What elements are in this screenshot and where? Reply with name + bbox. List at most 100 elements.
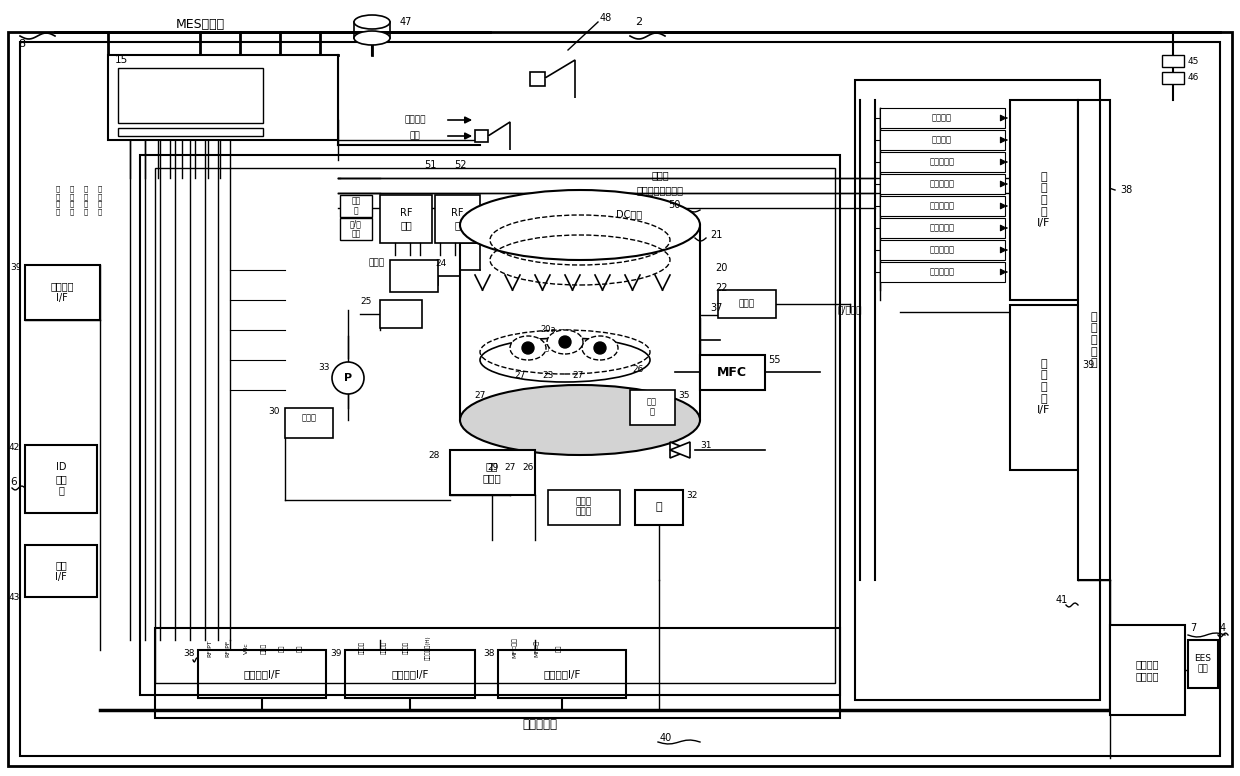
Text: RF-PF: RF-PF	[226, 639, 231, 656]
Text: 35: 35	[678, 390, 689, 400]
Text: 45: 45	[1188, 57, 1199, 65]
Bar	[285, 408, 334, 438]
Bar	[880, 262, 1004, 282]
Text: MFC: MFC	[717, 365, 746, 379]
Text: 38: 38	[1120, 185, 1132, 195]
Text: 编写打开: 编写打开	[403, 642, 409, 654]
Bar	[379, 195, 432, 243]
Text: 50: 50	[668, 200, 681, 210]
Text: 数字输入
I/F: 数字输入 I/F	[51, 281, 73, 303]
Text: 24: 24	[435, 258, 446, 268]
Text: 泵: 泵	[656, 502, 662, 512]
Text: 25: 25	[361, 297, 372, 307]
Bar	[25, 265, 100, 320]
Text: DC电源: DC电源	[616, 209, 642, 219]
Text: 电压监视器: 电压监视器	[930, 179, 955, 189]
Bar	[595, 200, 663, 228]
Text: 模拟输入I/F: 模拟输入I/F	[543, 669, 580, 679]
Bar	[25, 445, 97, 513]
Bar	[1162, 72, 1184, 84]
Text: 功
率
监
控: 功 率 监 控	[98, 185, 102, 215]
Ellipse shape	[582, 336, 618, 360]
Bar	[379, 300, 422, 328]
Polygon shape	[546, 60, 575, 98]
Text: 变换器: 变换器	[368, 258, 384, 268]
Text: 数
据
记
录: 数 据 记 录	[69, 185, 74, 215]
Ellipse shape	[547, 330, 583, 354]
Text: 20: 20	[715, 263, 728, 273]
Bar	[498, 650, 626, 698]
Bar	[630, 390, 675, 425]
Text: 提示
值: 提示 值	[351, 196, 361, 216]
Text: 工序完成: 工序完成	[404, 116, 425, 124]
Text: 高压力: 高压力	[262, 643, 267, 653]
Text: 通/断信号: 通/断信号	[838, 306, 862, 314]
Text: 8: 8	[19, 39, 25, 49]
Bar	[108, 55, 339, 140]
Text: 控制: 控制	[557, 644, 562, 652]
Text: RF
机: RF 机	[451, 208, 464, 230]
Bar	[140, 155, 839, 695]
Text: 提
示
信
号: 提 示 信 号	[84, 185, 88, 215]
Bar	[856, 80, 1100, 700]
Text: 27: 27	[475, 390, 486, 400]
Bar	[880, 152, 1004, 172]
Text: 功
率
监
控: 功 率 监 控	[56, 185, 60, 215]
Bar	[118, 68, 263, 123]
Text: 闸门打开: 闸门打开	[360, 642, 365, 654]
Bar	[718, 290, 776, 318]
Text: 设定值
监视器: 设定值 监视器	[575, 497, 591, 517]
Bar	[635, 490, 683, 525]
Text: 38: 38	[184, 649, 195, 657]
Ellipse shape	[353, 15, 391, 29]
Text: 工序数据
采集装置: 工序数据 采集装置	[1136, 659, 1158, 681]
Text: RF-PT: RF-PT	[207, 639, 212, 656]
Text: 51: 51	[424, 160, 436, 170]
Text: EES
网络: EES 网络	[1194, 654, 1211, 674]
Polygon shape	[489, 122, 510, 150]
Text: 放大器: 放大器	[739, 300, 755, 309]
Text: 41: 41	[1055, 595, 1068, 605]
Text: 43: 43	[9, 594, 20, 602]
Ellipse shape	[460, 385, 701, 455]
Bar	[391, 260, 438, 292]
Text: 电流设定值: 电流设定值	[930, 268, 955, 276]
Bar	[548, 490, 620, 525]
Bar	[880, 240, 1004, 260]
Text: 功率设定值: 功率设定值	[930, 223, 955, 233]
Text: 20a: 20a	[541, 325, 556, 334]
Text: 串行
I/F: 串行 I/F	[55, 560, 67, 582]
Bar	[880, 130, 1004, 150]
Bar	[1011, 305, 1078, 470]
Text: 31: 31	[701, 441, 712, 449]
Text: MFC设定: MFC设定	[512, 638, 518, 659]
Text: 闸门
开闭机: 闸门 开闭机	[482, 461, 501, 483]
Text: 28: 28	[429, 451, 440, 459]
Circle shape	[559, 336, 570, 348]
Text: 38: 38	[484, 649, 495, 657]
Text: 监视器: 监视器	[651, 170, 668, 180]
Bar	[701, 355, 765, 390]
Text: 电压设定值: 电压设定值	[930, 245, 955, 255]
Ellipse shape	[460, 190, 701, 260]
Text: 数字输入I/F: 数字输入I/F	[392, 669, 429, 679]
Bar	[880, 196, 1004, 216]
Text: 32: 32	[686, 490, 697, 500]
Ellipse shape	[353, 31, 391, 45]
Text: 模拟输入I/F: 模拟输入I/F	[243, 669, 280, 679]
Bar	[118, 128, 263, 136]
Text: 压力图打开(H): 压力图打开(H)	[425, 636, 430, 660]
Text: 6: 6	[10, 477, 16, 487]
Text: 变换器: 变换器	[301, 414, 316, 422]
Bar	[340, 218, 372, 240]
Bar	[198, 650, 326, 698]
Text: 29: 29	[487, 463, 498, 473]
Text: 26: 26	[522, 463, 533, 473]
Bar	[25, 545, 97, 597]
Text: 设定值和动作指令: 设定值和动作指令	[636, 185, 683, 195]
Bar	[340, 195, 372, 217]
Circle shape	[594, 342, 606, 354]
Text: 52: 52	[454, 160, 466, 170]
Text: 模
拟
输
入
I/F: 模 拟 输 入 I/F	[1038, 171, 1050, 228]
Text: 片段传输: 片段传输	[381, 642, 387, 654]
